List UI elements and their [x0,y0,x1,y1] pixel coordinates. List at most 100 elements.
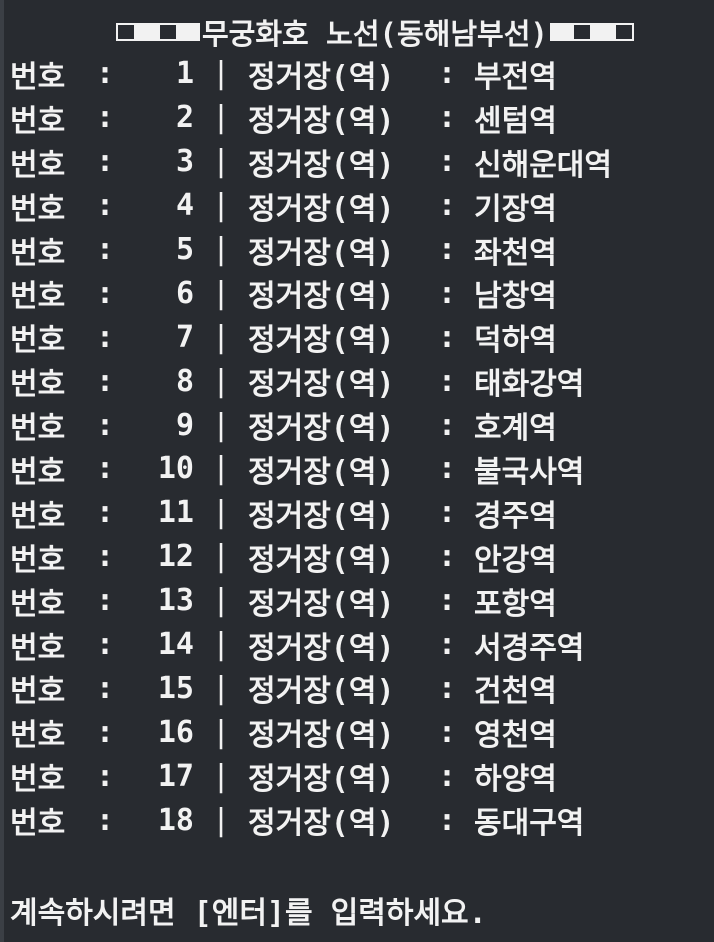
row-separator: : [96,100,115,136]
solid-square-icon [549,23,572,41]
row-divider: | [211,451,231,487]
row-divider: | [211,56,231,92]
station-row: 번호: 3 | 정거장(역): 신해운대역 [10,140,612,184]
station-name: 부전역 [474,59,557,95]
row-separator: : [438,363,457,399]
row-separator: : [438,758,457,794]
station-number: 14 [157,627,194,663]
station-name: 센텀역 [474,103,557,139]
station-kind-label: 정거장(역) [248,454,395,490]
title-decoration-left [116,22,200,42]
station-kind-label: 정거장(역) [248,762,395,798]
row-label: 번호 [10,279,66,315]
row-separator: : [96,188,115,224]
row-divider: | [211,100,231,136]
station-number: 18 [157,802,194,838]
station-number: 12 [157,539,194,575]
station-kind-label: 정거장(역) [248,674,395,710]
title-decoration-right [549,22,634,42]
station-row: 번호: 8 | 정거장(역): 태화강역 [10,359,612,403]
row-separator: : [438,539,457,575]
station-kind-label: 정거장(역) [248,367,395,403]
row-separator: : [96,758,115,794]
row-separator: : [96,363,115,399]
station-name: 안강역 [474,542,557,578]
row-separator: : [438,714,457,750]
station-name: 경주역 [474,498,557,534]
station-number: 2 [175,100,194,136]
station-name: 덕하역 [474,323,557,359]
row-separator: : [96,714,115,750]
row-separator: : [438,56,457,92]
station-number: 7 [175,319,194,355]
row-separator: : [96,451,115,487]
station-kind-label: 정거장(역) [248,323,395,359]
station-row: 번호: 9 | 정거장(역): 호계역 [10,403,612,447]
row-separator: : [96,495,115,531]
solid-square-icon [136,23,158,41]
solid-square-icon [178,23,200,41]
row-separator: : [438,670,457,706]
station-number: 4 [175,188,194,224]
row-label: 번호 [10,806,66,842]
station-name: 포항역 [474,586,557,622]
row-divider: | [211,670,231,706]
station-name: 서경주역 [474,630,585,666]
station-number: 9 [175,407,194,443]
row-label: 번호 [10,630,66,666]
row-separator: : [96,56,115,92]
row-separator: : [438,627,457,663]
station-kind-label: 정거장(역) [248,630,395,666]
row-label: 번호 [10,323,66,359]
row-separator: : [438,407,457,443]
row-label: 번호 [10,762,66,798]
station-row: 번호: 5 | 정거장(역): 좌천역 [10,228,612,272]
row-divider: | [211,495,231,531]
station-kind-label: 정거장(역) [248,59,395,95]
row-separator: : [438,232,457,267]
row-label: 번호 [10,454,66,490]
station-kind-label: 정거장(역) [248,411,395,447]
station-number: 11 [157,495,194,531]
station-row: 번호: 15 | 정거장(역): 건천역 [10,666,612,710]
row-label: 번호 [10,103,66,139]
station-number: 16 [157,714,194,750]
row-label: 번호 [10,367,66,403]
station-name: 불국사역 [474,454,585,490]
row-label: 번호 [10,147,66,183]
row-divider: | [211,363,231,399]
station-name: 태화강역 [474,367,585,403]
station-kind-label: 정거장(역) [248,147,395,183]
station-kind-label: 정거장(역) [248,542,395,578]
station-row: 번호: 10 | 정거장(역): 불국사역 [10,447,612,491]
row-divider: | [211,758,231,794]
station-number: 5 [175,232,194,267]
row-divider: | [211,583,231,619]
station-number: 1 [175,56,194,92]
station-name: 좌천역 [474,235,557,271]
row-divider: | [211,188,231,224]
row-divider: | [211,232,231,267]
row-label: 번호 [10,542,66,578]
continue-prompt: 계속하시려면 [엔터]를 입력하세요. [10,896,487,931]
station-kind-label: 정거장(역) [248,586,395,622]
station-row: 번호: 1 | 정거장(역): 부전역 [10,52,612,96]
station-kind-label: 정거장(역) [248,235,395,271]
window-left-edge [0,0,4,942]
row-separator: : [438,275,457,311]
station-kind-label: 정거장(역) [248,498,395,534]
row-separator: : [438,451,457,487]
row-label: 번호 [10,59,66,95]
station-name: 기장역 [474,191,557,227]
station-name: 영천역 [474,718,557,754]
row-separator: : [438,583,457,619]
row-label: 번호 [10,235,66,271]
solid-square-icon [591,23,614,41]
row-separator: : [96,670,115,706]
station-name: 하양역 [474,762,557,798]
station-number: 8 [175,363,194,399]
station-name: 남창역 [474,279,557,315]
row-separator: : [96,319,115,355]
row-separator: : [96,275,115,311]
